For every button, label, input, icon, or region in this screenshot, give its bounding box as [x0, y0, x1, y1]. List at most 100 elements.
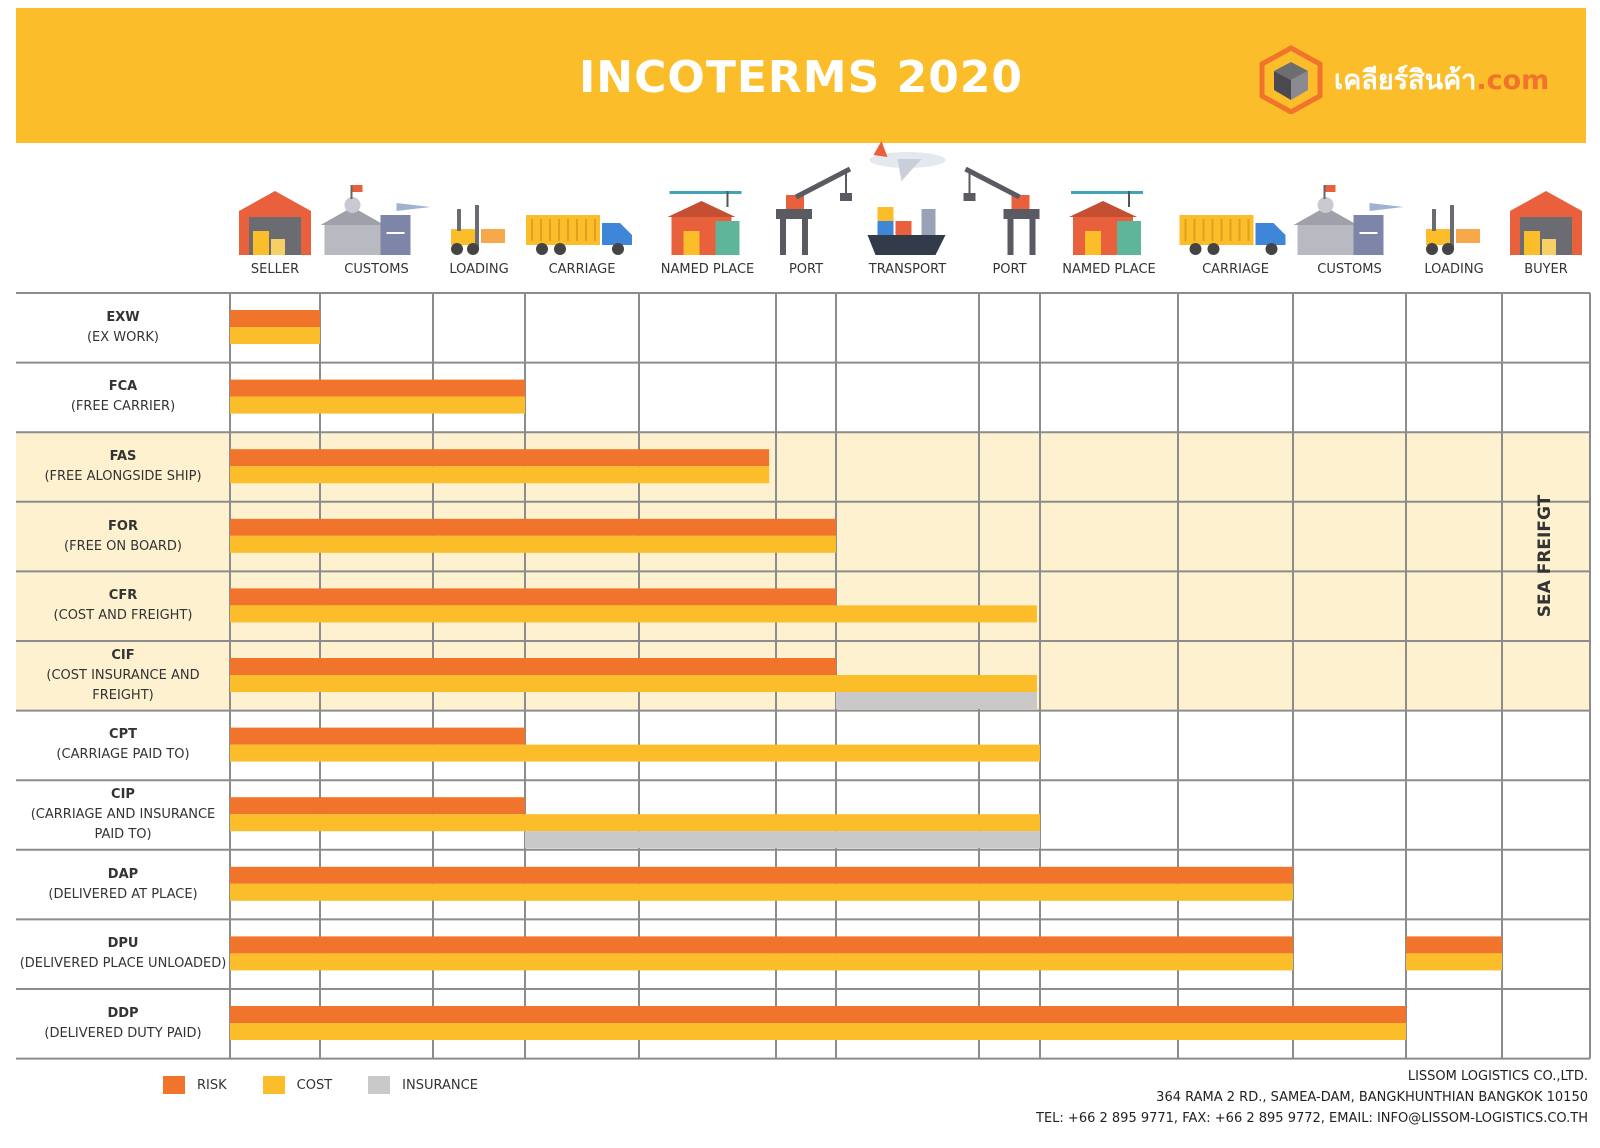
risk-bar-cfr: [230, 588, 836, 606]
cost-bar-extra-dpu: [1406, 953, 1502, 971]
stage-label: LOADING: [449, 262, 509, 277]
risk-bar-fas: [230, 449, 770, 467]
term-name: (COST INSURANCE AND FREIGHT): [46, 667, 200, 703]
term-code: DDP: [107, 1005, 139, 1021]
stage-label: BUYER: [1524, 262, 1568, 277]
footer-company: LISSOM LOGISTICS CO.,LTD.: [1407, 1069, 1588, 1084]
legend-item-insurance: INSURANCE: [368, 1076, 478, 1094]
forklift-icon: [451, 205, 505, 255]
port-crane-icon: [776, 166, 852, 255]
depot-icon: [1069, 191, 1143, 255]
term-for: FOR (FREE ON BOARD): [16, 502, 230, 572]
footer: LISSOM LOGISTICS CO.,LTD. 364 RAMA 2 RD.…: [1036, 1066, 1588, 1129]
customs-house-icon: [1293, 185, 1404, 255]
stage-label: TRANSPORT: [868, 262, 947, 277]
term-cfr: CFR (COST AND FREIGHT): [16, 571, 230, 641]
brand-tld: .com: [1476, 65, 1550, 96]
term-code: FAS: [109, 448, 137, 464]
cost-bar-dap: [230, 883, 1293, 901]
insurance-bar-cif: [836, 692, 1037, 709]
term-code: EXW: [106, 309, 140, 325]
term-dpu: DPU (DELIVERED PLACE UNLOADED): [16, 919, 230, 989]
brand-name-thai: เคลียร์สินค้า: [1334, 65, 1477, 96]
stage-label: CARRIAGE: [1202, 262, 1269, 277]
legend-label: INSURANCE: [402, 1077, 478, 1093]
legend-item-cost: COST: [262, 1076, 333, 1094]
risk-bar-cip: [230, 797, 525, 815]
risk-bar-dap: [230, 866, 1293, 884]
term-cpt: CPT (CARRIAGE PAID TO): [16, 711, 230, 781]
legend-label: COST: [296, 1077, 333, 1093]
risk-bar-dpu: [230, 936, 1293, 954]
footer-contact: TEL: +66 2 895 9771, FAX: +66 2 895 9772…: [1036, 1111, 1588, 1126]
warehouse-icon: [239, 191, 311, 255]
cost-bar-cip: [230, 814, 1040, 832]
term-code: FCA: [108, 379, 138, 395]
cost-bar-fas: [230, 466, 770, 484]
term-code: FOR: [108, 518, 138, 534]
port-crane-icon: [963, 166, 1040, 255]
term-ddp: DDP (DELIVERED DUTY PAID): [16, 989, 230, 1059]
term-exw: EXW (EX WORK): [16, 293, 230, 363]
risk-bar-extra-dpu: [1406, 936, 1502, 954]
risk-bar-cpt: [230, 727, 525, 745]
truck-icon: [1179, 215, 1286, 255]
forklift-icon: [1426, 205, 1480, 255]
term-name: (DELIVERED DUTY PAID): [44, 1025, 202, 1041]
term-code: CPT: [109, 727, 137, 743]
term-code: DAP: [107, 866, 139, 882]
stage-label: SELLER: [250, 262, 300, 277]
legend-label: RISK: [197, 1077, 227, 1093]
stage-label: PORT: [992, 262, 1027, 277]
ship-plane-icon: [867, 141, 946, 255]
depot-icon: [667, 191, 742, 255]
stage-label: LOADING: [1424, 262, 1484, 277]
brand-name: เคลียร์สินค้า.com: [1334, 58, 1549, 101]
legend-swatch: [163, 1076, 185, 1094]
customs-house-icon: [320, 185, 431, 255]
risk-bar-exw: [230, 310, 320, 327]
truck-icon: [526, 215, 632, 255]
term-cif: CIF (COST INSURANCE AND FREIGHT): [16, 641, 230, 711]
term-name: (FREE CARRIER): [70, 399, 176, 415]
term-name: (DELIVERED PLACE UNLOADED): [19, 956, 227, 972]
brand-logo: เคลียร์สินค้า.com: [1256, 44, 1556, 114]
cost-bar-cif: [230, 675, 1037, 692]
stage-label: PORT: [788, 262, 824, 277]
legend-swatch: [262, 1076, 285, 1094]
term-fas: FAS (FREE ALONGSIDE SHIP): [16, 432, 230, 502]
cost-bar-ddp: [230, 1023, 1406, 1040]
term-code: DPU: [107, 936, 139, 952]
legend-swatch: [368, 1076, 391, 1094]
cost-bar-fca: [230, 396, 525, 414]
cost-bar-for: [230, 535, 836, 553]
risk-bar-cif: [230, 658, 836, 675]
term-code: CIP: [111, 786, 135, 802]
legend-item-risk: RISK: [163, 1076, 227, 1094]
term-fca: FCA (FREE CARRIER): [16, 363, 230, 433]
risk-bar-for: [230, 518, 836, 536]
term-dap: DAP (DELIVERED AT PLACE): [16, 850, 230, 920]
cost-bar-cfr: [230, 605, 1037, 623]
risk-bar-ddp: [230, 1006, 1406, 1023]
sea-freight-label: SEA FREIFGT: [1535, 494, 1555, 618]
term-code: CIF: [111, 647, 135, 663]
term-name: (CARRIAGE PAID TO): [56, 747, 190, 763]
term-name: (EX WORK): [86, 329, 160, 345]
stage-label: CARRIAGE: [548, 262, 616, 277]
term-name: (COST AND FREIGHT): [53, 608, 193, 624]
cost-bar-dpu: [230, 953, 1293, 971]
insurance-bar-cip: [525, 831, 1040, 849]
term-name: (FREE ON BOARD): [64, 538, 182, 554]
warehouse-icon: [1510, 191, 1582, 255]
footer-address: 364 RAMA 2 RD., SAMEA-DAM, BANGKHUNTHIAN…: [1156, 1090, 1588, 1105]
stage-label: CUSTOMS: [344, 262, 409, 277]
cost-bar-cpt: [230, 744, 1040, 762]
term-code: CFR: [108, 588, 138, 604]
term-cip: CIP (CARRIAGE AND INSURANCE PAID TO): [16, 780, 230, 850]
risk-bar-fca: [230, 379, 525, 397]
term-name: (DELIVERED AT PLACE): [48, 886, 198, 902]
stage-label: NAMED PLACE: [660, 262, 755, 277]
cube-logo-icon: [1259, 45, 1323, 114]
